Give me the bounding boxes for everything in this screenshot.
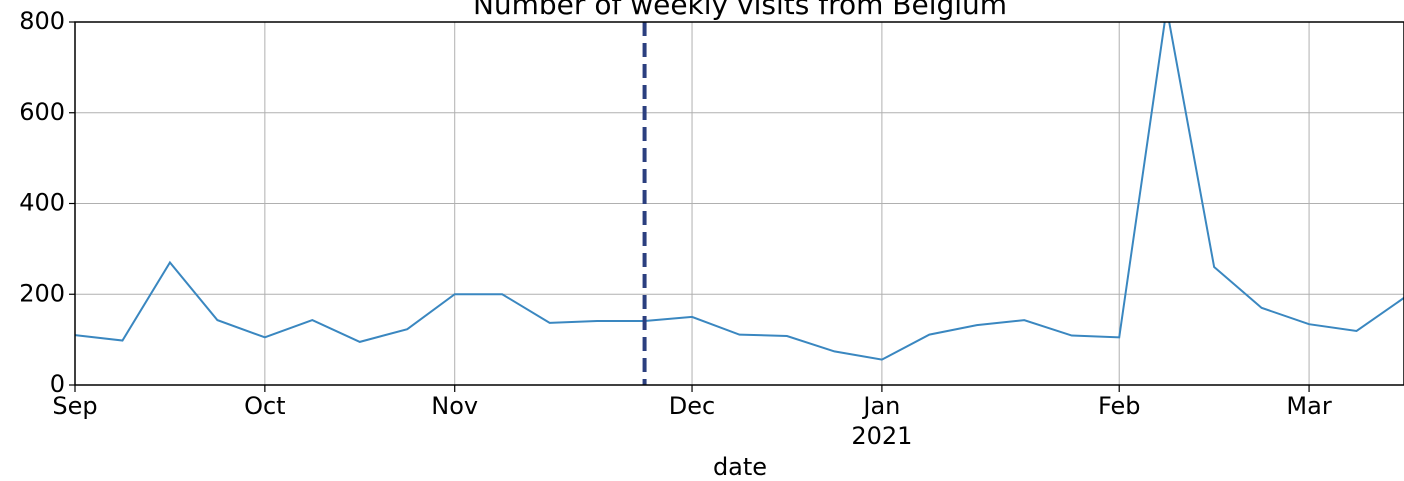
y-tick-label: 200	[19, 279, 65, 307]
y-tick-label: 0	[50, 370, 65, 398]
y-tick-label: 600	[19, 98, 65, 126]
x-axis-label: date	[713, 453, 767, 481]
x-tick-label: Oct	[244, 392, 286, 420]
x-tick-label: Dec	[669, 392, 715, 420]
x-tick-label: Sep	[52, 392, 97, 420]
plot-frame	[74, 21, 1404, 386]
line-series	[75, 22, 1404, 361]
year-label: 2021	[851, 422, 912, 450]
x-tick-label: Feb	[1098, 392, 1141, 420]
x-tick-label: Mar	[1286, 392, 1331, 420]
x-tick-label: Jan	[861, 392, 900, 420]
x-tick-label: Nov	[431, 392, 478, 420]
y-tick-label: 400	[19, 189, 65, 217]
chart-title: Number of weekly visits from Belgium	[473, 0, 1007, 21]
y-tick-label: 800	[19, 7, 65, 35]
